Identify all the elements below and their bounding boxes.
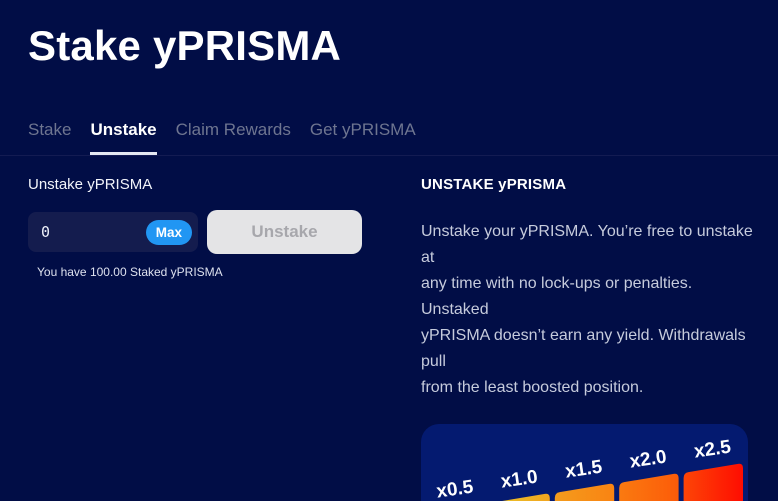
info-description: Unstake your yPRISMA. You’re free to uns… (421, 219, 757, 401)
info-description-line: Unstake your yPRISMA. You’re free to uns… (421, 223, 753, 266)
info-description-line: any time with no lock-ups or penalties. … (421, 275, 693, 318)
amount-input-box[interactable]: Max (28, 212, 198, 252)
page-title: Stake yPRISMA (28, 22, 342, 69)
boost-multiplier-label: x2.0 (628, 447, 668, 473)
tabbar: Stake Unstake Claim Rewards Get yPRISMA (0, 120, 778, 156)
boost-bar-3-weeks (554, 483, 615, 501)
info-heading: UNSTAKE yPRISMA (421, 176, 567, 193)
unstake-form: Unstake yPRISMA Max Unstake You have 100… (28, 176, 368, 501)
boost-multiplier-label: x1.5 (564, 457, 604, 483)
boost-chart: x0.51 weekx1.02 weeksx1.53 weeksx2.04 we… (435, 437, 743, 501)
info-description-line: from the least boosted position. (421, 379, 644, 396)
max-button[interactable]: Max (145, 220, 192, 245)
boost-bar-2-weeks (502, 493, 550, 501)
unstake-submit-button[interactable]: Unstake (207, 210, 362, 254)
tab-claim-rewards[interactable]: Claim Rewards (176, 120, 291, 155)
boost-chart-card: x0.51 weekx1.02 weeksx1.53 weeksx2.04 we… (421, 424, 748, 501)
boost-multiplier-label: x1.0 (500, 467, 540, 493)
tab-stake[interactable]: Stake (28, 120, 71, 155)
amount-row: Max Unstake (28, 210, 368, 254)
content: Unstake yPRISMA Max Unstake You have 100… (28, 176, 778, 501)
tab-get-yprisma[interactable]: Get yPRISMA (310, 120, 416, 155)
tab-unstake[interactable]: Unstake (90, 120, 156, 155)
boost-bar-4-weeks (619, 473, 679, 501)
boost-bar-5-weeks (683, 463, 743, 501)
boost-multiplier-label: x0.5 (435, 477, 475, 501)
info-description-line: yPRISMA doesn’t earn any yield. Withdraw… (421, 327, 746, 370)
form-label: Unstake yPRISMA (28, 176, 153, 193)
info-panel: UNSTAKE yPRISMA Unstake your yPRISMA. Yo… (421, 176, 757, 501)
staked-balance-text: You have 100.00 Staked yPRISMA (37, 265, 223, 279)
boost-multiplier-label: x2.5 (693, 437, 733, 463)
amount-input[interactable] (41, 223, 133, 241)
